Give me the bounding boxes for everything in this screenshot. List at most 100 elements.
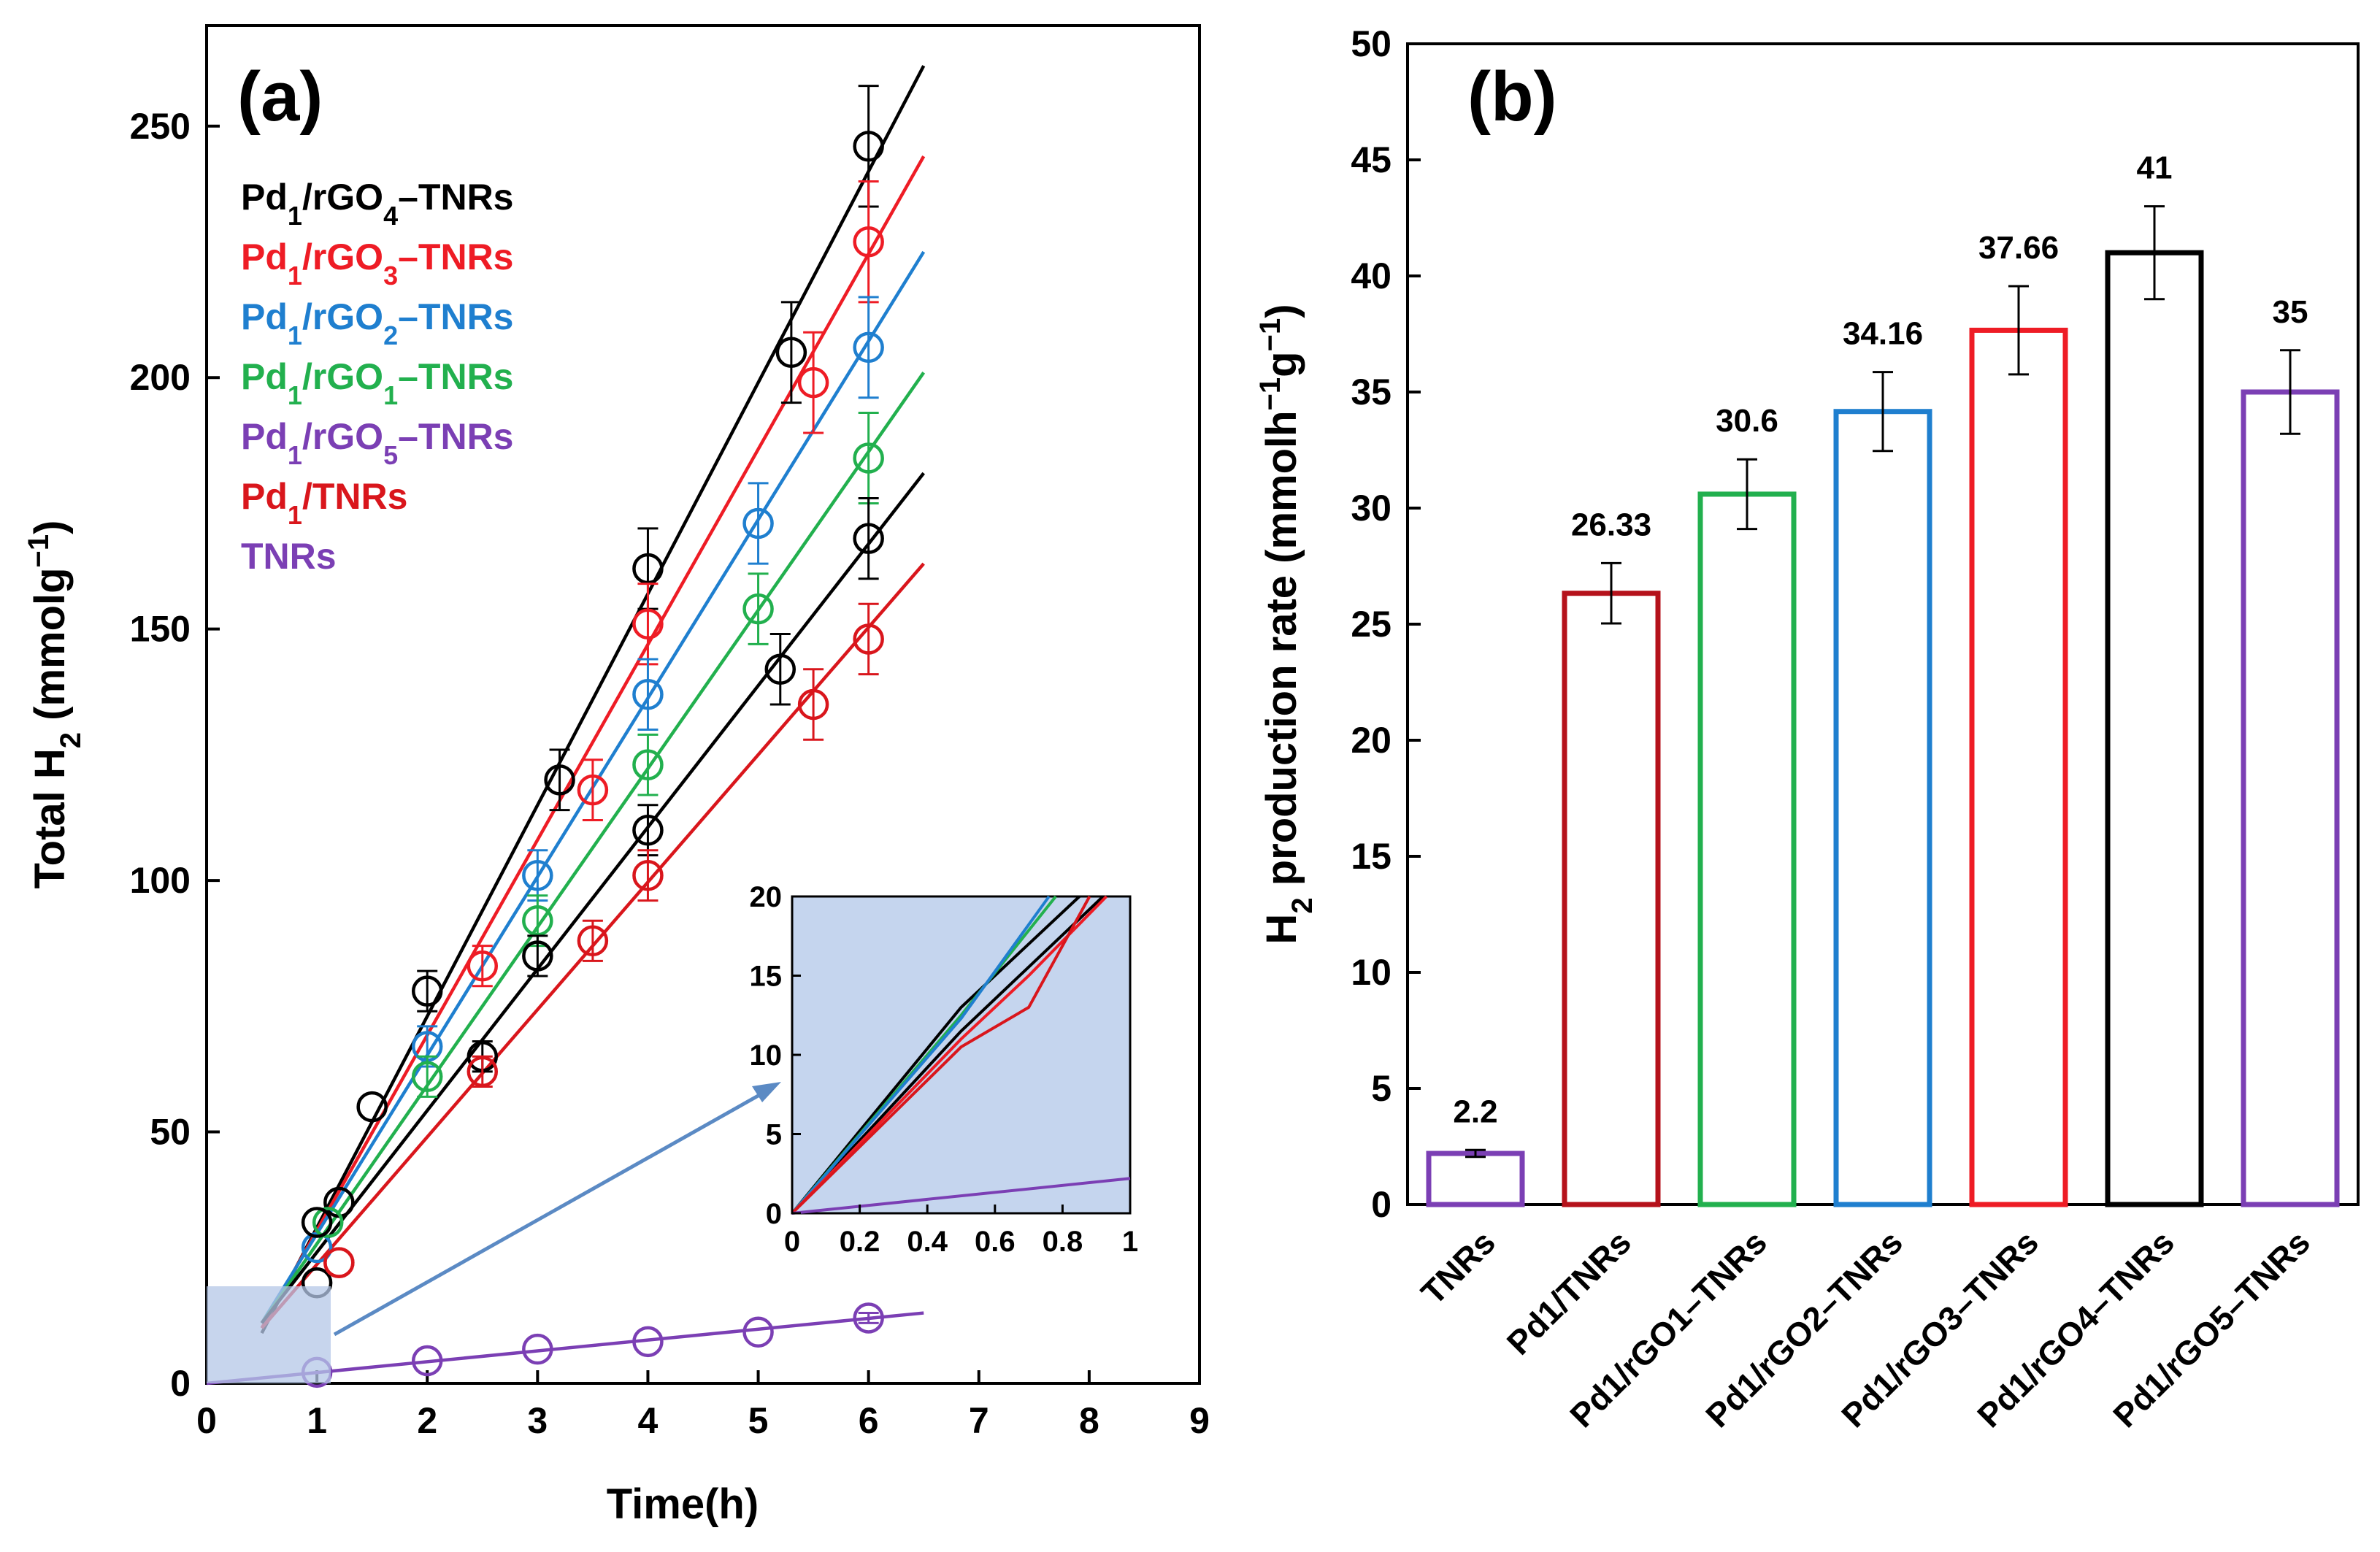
legend-entry: Pd1/rGO2–TNRs [241,296,513,350]
panel-a-x-axis-label: Time(h) [607,1480,759,1528]
data-point [853,226,884,258]
data-point [323,1247,355,1278]
panel-b-category-labels: TNRsPd1/TNRsPd1/rGO1–TNRsPd1/rGO2–TNRsPd… [1413,1223,2317,1434]
legend-entry: TNRs [241,536,337,577]
data-point [764,653,796,685]
panel-b-y-axis: 0 5 10 15 20 25 30 35 40 45 50 [1351,23,1421,1225]
y-tick-label: 10 [1351,952,1391,993]
x-tick-label: 6 [859,1400,879,1441]
legend-entry: Pd1/rGO1–TNRs [241,356,513,410]
bar [1426,1150,1525,1207]
y-tick-label: 15 [1351,836,1391,877]
panel-b-bars: 2.2 26.33 30.6 34.16 37.66 41 35 [1426,150,2340,1207]
fit-line [260,472,925,1324]
data-point [522,904,553,937]
data-point [742,1316,774,1348]
y-tick-label: 20 [1351,720,1391,761]
data-point [356,1091,388,1123]
panel-a-x-axis: 0 1 2 3 4 5 6 7 8 9 [196,1370,1210,1441]
data-label: 37.66 [1978,230,2059,266]
inset-line [791,895,1080,1215]
y-tick-label: 100 [130,860,191,901]
data-point [411,1061,443,1093]
panel-a-data-points [301,85,884,1388]
data-point [522,940,553,972]
data-point [632,749,664,780]
x-tick-label: 8 [1079,1400,1099,1441]
legend-entry: Pd1/rGO4–TNRs [241,177,513,231]
panel-a-label: (a) [237,58,323,136]
y-tick-label: 50 [1351,23,1391,64]
bar [2241,389,2340,1207]
data-point [742,507,774,539]
data-point [411,1345,443,1377]
bar [1969,327,2068,1207]
inset-line [791,895,1105,1215]
x-tick-label: 4 [638,1400,659,1441]
y-tick-label: 25 [1351,604,1391,645]
y-tick-label: 50 [150,1112,191,1153]
inset-y-tick-label: 15 [750,961,783,993]
data-label: 41 [2137,150,2173,186]
y-tick-label: 45 [1351,139,1391,180]
category-label: TNRs [1413,1223,1502,1312]
inset-line [791,896,1091,1215]
inset-y-tick-label: 10 [750,1040,783,1072]
fit-line [260,372,926,1324]
data-point [797,366,829,399]
bar [2105,250,2204,1207]
y-tick-label: 200 [130,357,191,398]
data-point [853,442,884,474]
data-label: 35 [2273,294,2308,330]
data-point [301,1232,333,1264]
legend-entry: Pd1/rGO3–TNRs [241,237,513,291]
y-tick-label: 30 [1351,488,1391,529]
panel-b-y-axis-label: H2 production rate (mmolh−1g−1) [1254,304,1318,944]
inset-y-tick-label: 0 [766,1198,782,1230]
data-point [853,1302,884,1334]
legend-entry: Pd1/rGO5–TNRs [241,416,513,470]
data-label: 26.33 [1571,507,1651,542]
inset-x-tick-label: 0.4 [907,1226,948,1258]
data-point [467,950,499,982]
bar [1562,591,1661,1207]
data-point [632,608,664,640]
data-point [632,814,664,846]
y-tick-label: 35 [1351,372,1391,412]
x-tick-label: 0 [196,1400,217,1441]
data-label: 34.16 [1843,316,1923,352]
data-point [853,331,884,364]
zoom-region-highlight [207,1286,331,1383]
data-point [632,1326,664,1358]
y-tick-label: 0 [1371,1184,1391,1225]
category-label: Pd1/TNRs [1500,1223,1638,1361]
data-point [577,774,609,806]
panel-b-label: (b) [1467,58,1557,136]
y-tick-label: 150 [130,609,191,650]
data-point [312,1207,344,1238]
bar [1833,409,1932,1207]
data-point [411,975,443,1007]
panel-a-y-axis: 0 50 100 150 200 250 [130,106,220,1404]
data-point [467,1056,499,1088]
data-point [797,688,829,721]
bar [1697,491,1797,1207]
data-label: 30.6 [1716,403,1778,439]
inset-line [791,1177,1131,1215]
x-tick-label: 3 [527,1400,548,1441]
data-point [522,859,553,891]
x-tick-label: 5 [748,1400,769,1441]
zoom-arrow-head [752,1082,781,1102]
inset-x-tick-label: 0.2 [840,1226,880,1258]
inset-line [791,895,1051,1215]
y-tick-label: 0 [170,1363,191,1404]
inset-x-tick-label: 0.6 [975,1226,1016,1258]
y-tick-label: 5 [1371,1068,1391,1109]
data-point [632,678,664,710]
panel-b: 0 5 10 15 20 25 30 35 40 45 50 H2 production rate … [1254,23,2360,1434]
data-point [301,1207,333,1238]
